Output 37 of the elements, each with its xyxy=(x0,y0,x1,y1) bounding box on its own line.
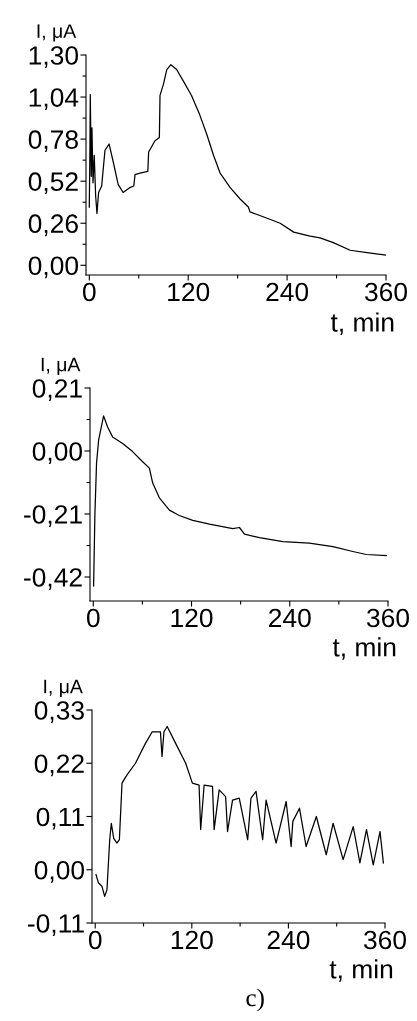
line-series xyxy=(95,725,385,898)
y-tick-label: 0,26 xyxy=(28,214,78,237)
y-tick-label: 0,00 xyxy=(34,860,85,883)
x-tick-label: 360 xyxy=(363,930,406,950)
y-tick-label: 1,30 xyxy=(29,46,79,68)
x-tick-label: 0 xyxy=(86,608,100,628)
x-axis-title: t, min xyxy=(330,312,394,335)
x-tick-label: 0 xyxy=(88,930,102,950)
x-tick-label: 120 xyxy=(171,608,213,628)
x-axis-title: t, min xyxy=(329,959,393,982)
y-tick-label: 0,33 xyxy=(34,701,84,723)
y-tick-label: -0,21 xyxy=(24,505,82,527)
line-series xyxy=(92,415,387,587)
y-tick-label: 0,11 xyxy=(36,807,84,830)
y-tick-label: 0,21 xyxy=(32,379,82,401)
x-tick-label: 360 xyxy=(364,282,407,302)
x-axis-title: t, min xyxy=(332,637,396,660)
x-tick-label: 0 xyxy=(82,282,96,302)
y-tick-label: 0,00 xyxy=(32,442,83,464)
y-tick-label: -0,11 xyxy=(28,914,84,936)
y-tick-label: 0,22 xyxy=(34,754,84,777)
x-tick-label: 240 xyxy=(269,608,311,628)
y-tick-label: 0,78 xyxy=(28,130,78,153)
y-axis-title: I, μA xyxy=(37,24,77,42)
y-tick-label: 1,04 xyxy=(29,88,79,110)
x-tick-label: 120 xyxy=(168,282,210,302)
text: c) xyxy=(246,988,264,1012)
y-axis-title: I, μA xyxy=(44,679,83,697)
y-tick-label: 0,52 xyxy=(28,172,78,195)
x-tick-label: 240 xyxy=(266,282,309,302)
line-series xyxy=(88,64,386,256)
y-axis-title: I, μA xyxy=(41,357,81,375)
x-tick-label: 240 xyxy=(267,930,310,950)
x-tick-label: 360 xyxy=(366,608,409,628)
x-tick-label: 120 xyxy=(171,930,213,950)
y-tick-label: 0,00 xyxy=(28,256,79,279)
y-tick-label: -0,42 xyxy=(24,568,82,590)
